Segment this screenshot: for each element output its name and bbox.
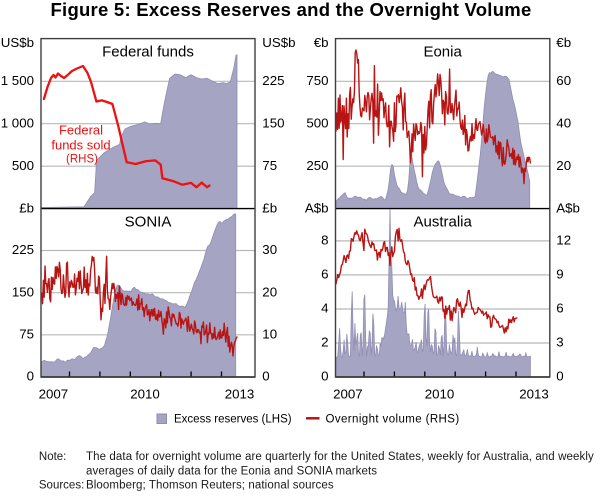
svg-text:1 500: 1 500	[1, 73, 34, 88]
svg-text:20: 20	[262, 284, 277, 299]
svg-text:150: 150	[262, 115, 284, 130]
svg-text:225: 225	[12, 242, 34, 257]
svg-text:Figure 5: Excess Reserves and: Figure 5: Excess Reserves and the Overni…	[51, 0, 532, 20]
svg-text:2010: 2010	[425, 387, 455, 402]
svg-text:Excess reserves (LHS): Excess reserves (LHS)	[174, 414, 292, 426]
svg-text:0: 0	[556, 368, 563, 383]
svg-text:500: 500	[306, 115, 328, 130]
svg-text:40: 40	[556, 115, 571, 130]
svg-text:2010: 2010	[130, 387, 160, 402]
svg-text:75: 75	[262, 158, 277, 173]
svg-text:12: 12	[556, 233, 571, 248]
svg-text:1 000: 1 000	[1, 115, 34, 130]
svg-text:Note:: Note:	[39, 451, 67, 463]
svg-text:SONIA: SONIA	[125, 214, 172, 231]
svg-text:Bloomberg; Thomson Reuters; na: Bloomberg; Thomson Reuters; national sou…	[86, 480, 334, 492]
svg-text:Sources:: Sources:	[39, 480, 84, 492]
svg-text:A$b: A$b	[305, 201, 329, 216]
svg-text:10: 10	[262, 327, 277, 342]
svg-text:funds sold: funds sold	[51, 138, 110, 153]
svg-text:250: 250	[306, 158, 328, 173]
svg-text:6: 6	[556, 301, 563, 316]
svg-text:2007: 2007	[39, 387, 69, 402]
svg-text:750: 750	[306, 73, 328, 88]
svg-text:2013: 2013	[225, 387, 255, 402]
svg-text:2: 2	[321, 335, 328, 350]
svg-text:Overnight volume (RHS): Overnight volume (RHS)	[326, 414, 460, 426]
svg-text:€b: €b	[314, 35, 329, 50]
svg-text:€b: €b	[556, 35, 571, 50]
svg-text:225: 225	[262, 73, 284, 88]
svg-text:6: 6	[321, 267, 328, 282]
svg-text:0: 0	[27, 368, 34, 383]
svg-text:8: 8	[321, 233, 328, 248]
svg-text:(RHS): (RHS)	[66, 154, 98, 166]
svg-text:A$b: A$b	[556, 201, 580, 216]
svg-text:9: 9	[556, 267, 563, 282]
svg-text:Federal: Federal	[59, 123, 103, 138]
svg-text:2007: 2007	[333, 387, 363, 402]
svg-text:60: 60	[556, 73, 571, 88]
svg-text:500: 500	[12, 158, 34, 173]
svg-text:0: 0	[321, 368, 328, 383]
svg-text:30: 30	[262, 242, 277, 257]
svg-text:£b: £b	[262, 201, 277, 216]
svg-text:Federal funds: Federal funds	[102, 44, 194, 61]
svg-text:75: 75	[19, 327, 34, 342]
svg-text:Eonia: Eonia	[423, 44, 462, 61]
svg-text:20: 20	[556, 158, 571, 173]
svg-text:US$b: US$b	[262, 35, 295, 50]
svg-text:Australia: Australia	[413, 214, 472, 231]
svg-text:4: 4	[321, 301, 328, 316]
svg-text:150: 150	[12, 284, 34, 299]
svg-text:The data for overnight volume: The data for overnight volume are quarte…	[86, 451, 594, 463]
svg-text:2013: 2013	[519, 387, 549, 402]
svg-text:0: 0	[262, 368, 269, 383]
svg-text:3: 3	[556, 335, 563, 350]
svg-text:US$b: US$b	[1, 35, 34, 50]
svg-text:averages of daily data for the: averages of daily data for the Eonia and…	[86, 465, 377, 477]
svg-text:£b: £b	[19, 201, 34, 216]
